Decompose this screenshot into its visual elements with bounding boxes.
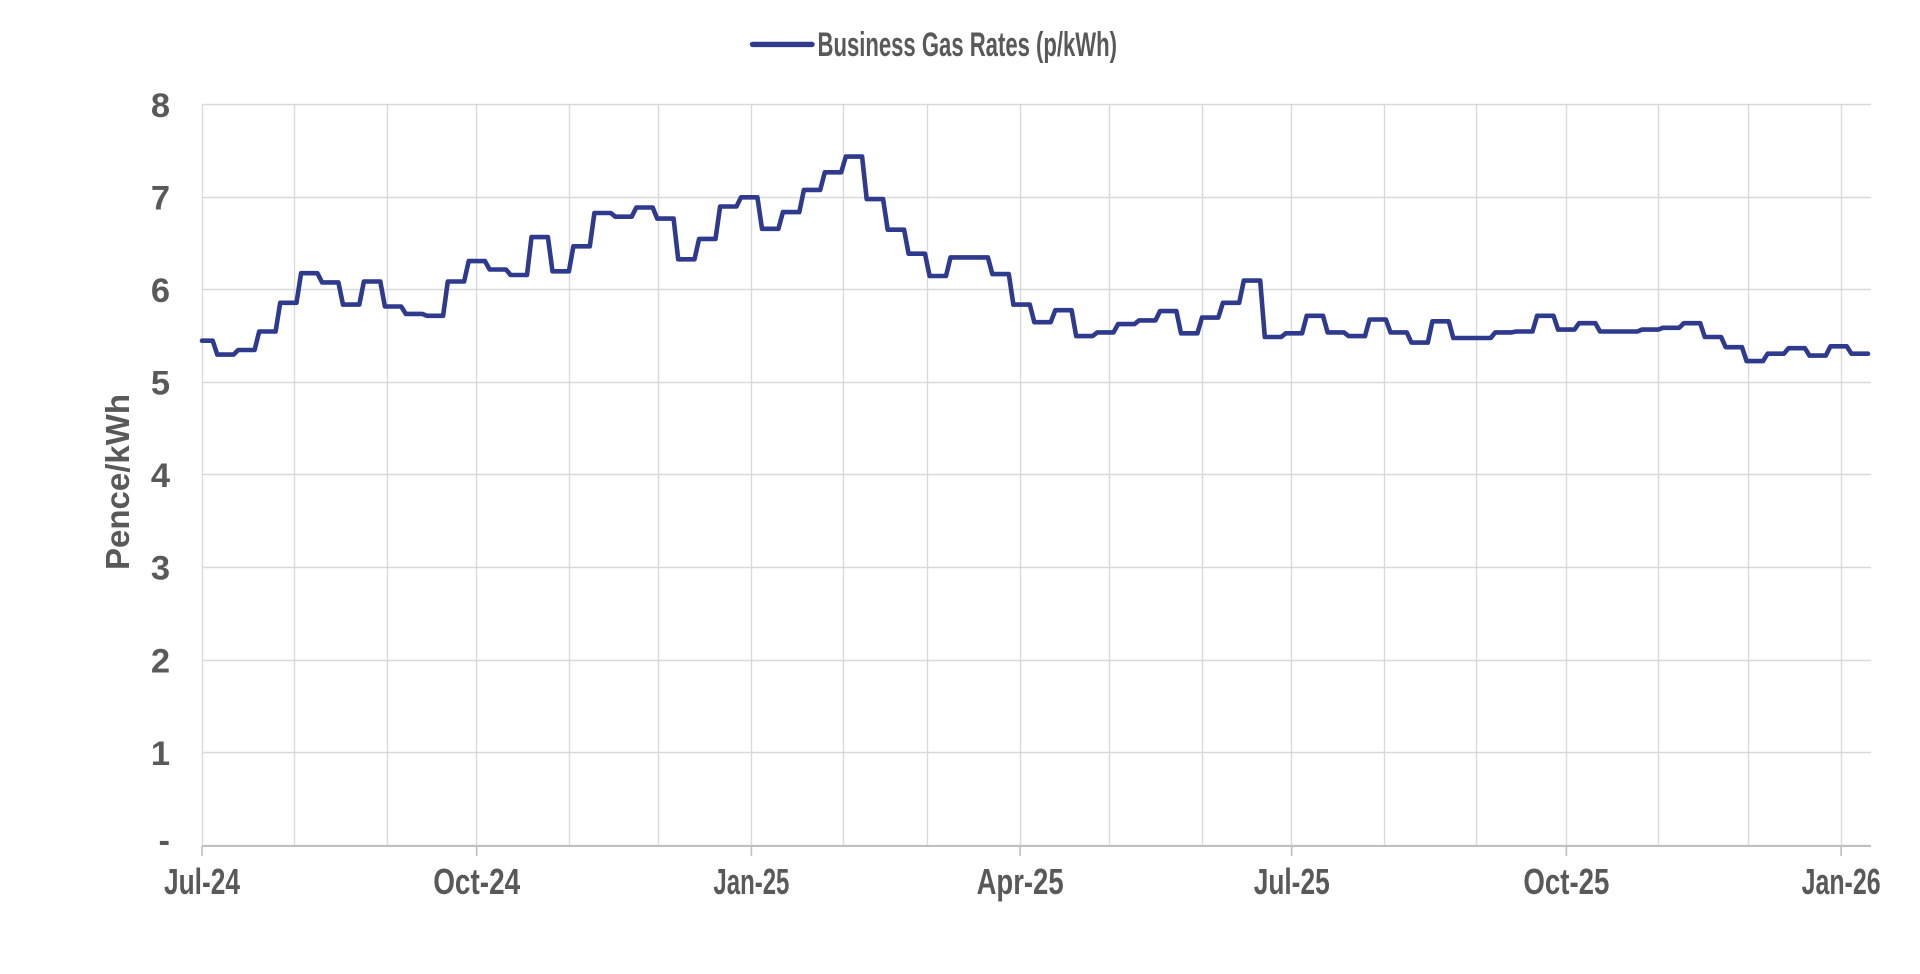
svg-text:Jan-25: Jan-25 <box>713 861 789 902</box>
svg-text:Jul-24: Jul-24 <box>164 861 240 902</box>
svg-text:Pence/kWh: Pence/kWh <box>99 394 136 570</box>
svg-text:6: 6 <box>151 272 170 310</box>
svg-text:3: 3 <box>151 550 170 588</box>
svg-text:Jan-26: Jan-26 <box>1802 861 1881 902</box>
svg-text:4: 4 <box>151 457 170 495</box>
svg-text:-: - <box>159 822 171 860</box>
svg-text:2: 2 <box>151 642 170 680</box>
svg-text:8: 8 <box>151 87 170 125</box>
svg-text:1: 1 <box>151 735 170 773</box>
svg-text:Jul-25: Jul-25 <box>1254 861 1330 902</box>
svg-text:Apr-25: Apr-25 <box>977 861 1064 902</box>
svg-text:Business Gas Rates (p/kWh): Business Gas Rates (p/kWh) <box>818 26 1118 64</box>
svg-text:7: 7 <box>151 180 170 218</box>
svg-text:Oct-24: Oct-24 <box>433 861 520 902</box>
svg-text:Oct-25: Oct-25 <box>1523 861 1609 902</box>
svg-text:5: 5 <box>151 365 170 403</box>
